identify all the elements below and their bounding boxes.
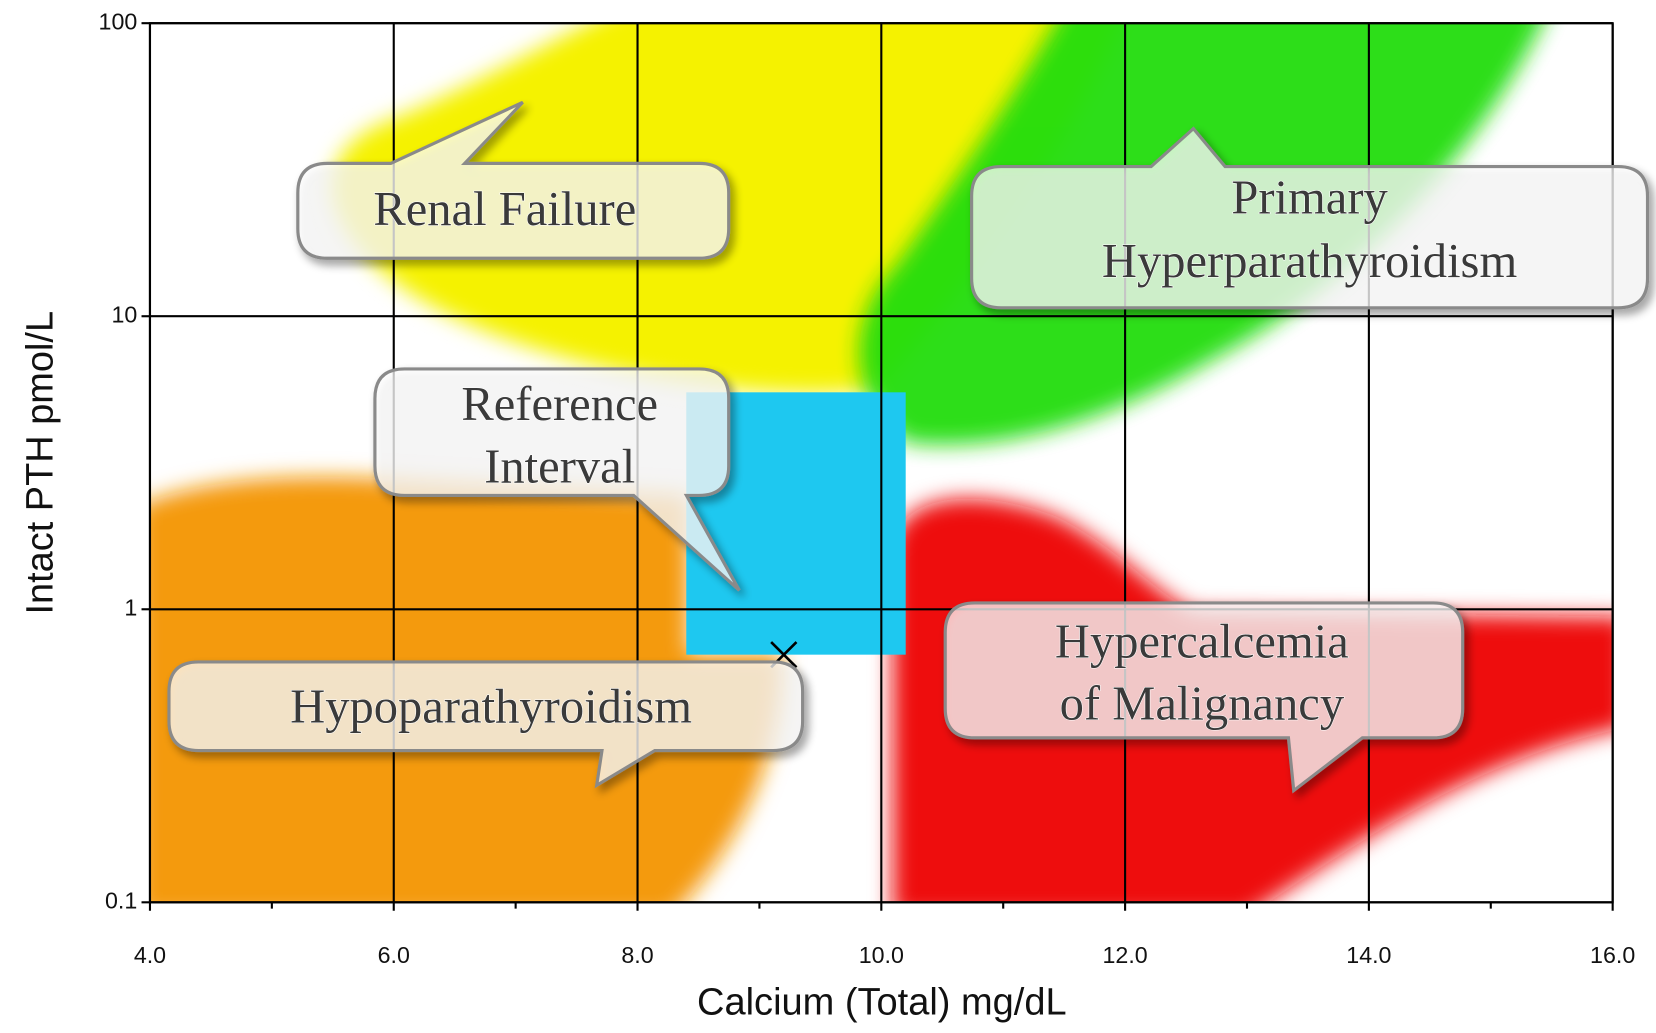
callout-bubble [167,660,805,789]
x-tick-label: 8.0 [621,942,653,968]
x-tick-label: 14.0 [1346,942,1391,968]
y-axis-label: Intact PTH pmol/L [19,311,61,615]
x-tick-label: 16.0 [1590,942,1635,968]
callout-bubble [296,100,731,260]
callout-label: of Malignancy [1060,678,1345,731]
y-tick-label: 100 [99,8,138,34]
callout-bubble [373,367,741,592]
y-tick-label: 0.1 [105,887,137,913]
callout-bubble [970,126,1650,310]
callout-label: Renal Failure [373,183,636,236]
callout-label: Primary [1231,172,1388,225]
callout-label: Interval [484,440,635,493]
callout-label: Hypercalcemia [1055,615,1349,668]
callout-label: Hyperparathyroidism [1102,235,1517,288]
callout-bubble [943,601,1465,794]
x-axis-label: Calcium (Total) mg/dL [697,982,1067,1024]
callout-label: Hypoparathyroidism [290,681,692,734]
x-tick-label: 6.0 [378,942,410,968]
x-tick-label: 12.0 [1102,942,1147,968]
x-tick-label: 10.0 [859,942,904,968]
y-tick-label: 10 [111,301,137,327]
x-tick-label: 4.0 [134,942,166,968]
callout-label: Reference [461,378,658,431]
y-tick-label: 1 [124,594,137,620]
callout-labels: Renal Failure Primary Hyperparathyroidis… [290,171,1518,734]
